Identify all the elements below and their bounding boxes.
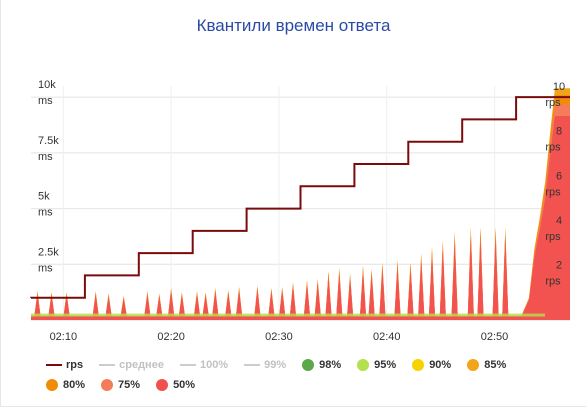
legend-swatch <box>357 358 370 371</box>
y-right-tick-unit: rps <box>545 142 561 154</box>
legend-item[interactable]: 80% <box>46 378 86 391</box>
y-right-tick-label: 4 <box>556 215 562 227</box>
y-right-tick-label: 6 <box>556 170 562 182</box>
legend-label: 99% <box>264 358 287 371</box>
rps-step-line <box>30 96 570 299</box>
y-right-tick-unit: rps <box>545 186 561 198</box>
x-tick-label: 02:50 <box>481 331 509 343</box>
legend-swatch <box>46 363 62 366</box>
y-right-tick-unit: rps <box>545 275 561 287</box>
quantile-area-75 <box>31 104 570 320</box>
legend-item[interactable]: 75% <box>101 378 141 391</box>
legend-item[interactable]: среднее <box>99 359 164 371</box>
legend-swatch <box>302 358 315 371</box>
legend-item[interactable]: 95% <box>357 358 397 371</box>
chart-title: Квантили времен ответа <box>196 16 391 35</box>
legend-swatch <box>99 363 116 366</box>
y-tick-label: 5k <box>38 191 50 203</box>
chart-legend: rps среднее 100% 99% 98% 95% 90% 85% 80% 75% 50% <box>46 356 566 396</box>
legend-label: 85% <box>484 358 507 371</box>
legend-label: 98% <box>319 358 342 371</box>
legend-label: rps <box>66 358 84 371</box>
legend-swatch <box>156 378 169 391</box>
y-right-tick-label: 2 <box>556 259 562 271</box>
legend-item[interactable]: 99% <box>244 359 286 371</box>
legend-swatch <box>179 363 196 366</box>
legend-swatch <box>467 358 480 371</box>
legend-row: rps среднее 100% 99% 98% 95% 90% 85% <box>46 356 566 373</box>
y-tick-unit: ms <box>38 151 53 163</box>
legend-row: 80% 75% 50% <box>46 376 566 393</box>
legend-label: 75% <box>118 378 141 391</box>
legend-swatch <box>412 358 425 371</box>
y-right-tick-label: 10 <box>553 81 565 93</box>
x-tick-label: 02:20 <box>157 331 185 343</box>
legend-swatch <box>244 363 261 366</box>
y-tick-unit: ms <box>38 95 53 107</box>
y-tick-label: 10k <box>38 79 56 91</box>
chart-plot: 2.5k ms 5k ms 7.5k ms 10k ms 2 rps 4 rps 6 rps 8 rps 10 r… <box>30 79 570 343</box>
x-tick-label: 02:40 <box>373 331 401 343</box>
legend-label: среднее <box>119 358 164 371</box>
legend-swatch <box>101 378 114 391</box>
x-tick-label: 02:30 <box>265 331 293 343</box>
legend-label: 50% <box>173 378 196 391</box>
legend-label: 100% <box>199 358 229 371</box>
quantile-baseline-band <box>31 313 545 317</box>
legend-item[interactable]: 100% <box>179 358 229 371</box>
legend-swatch <box>46 378 58 391</box>
y-tick-label: 2.5k <box>38 246 59 258</box>
y-right-tick-unit: rps <box>545 231 561 243</box>
legend-item[interactable]: 85% <box>467 358 507 371</box>
y-tick-unit: ms <box>38 262 53 274</box>
legend-label: 95% <box>374 358 397 371</box>
legend-item[interactable]: 98% <box>302 358 342 371</box>
y-right-tick-label: 8 <box>556 126 562 138</box>
legend-item[interactable]: rps <box>46 359 83 371</box>
legend-label: 80% <box>63 378 86 391</box>
quantile-area-50 <box>31 116 570 320</box>
y-tick-unit: ms <box>38 207 53 219</box>
y-right-tick-unit: rps <box>545 97 561 109</box>
legend-item[interactable]: 50% <box>156 378 196 391</box>
legend-item[interactable]: 90% <box>412 358 452 371</box>
y-tick-label: 7.5k <box>38 135 59 147</box>
legend-label: 90% <box>429 358 452 371</box>
x-tick-label: 02:10 <box>50 331 78 343</box>
